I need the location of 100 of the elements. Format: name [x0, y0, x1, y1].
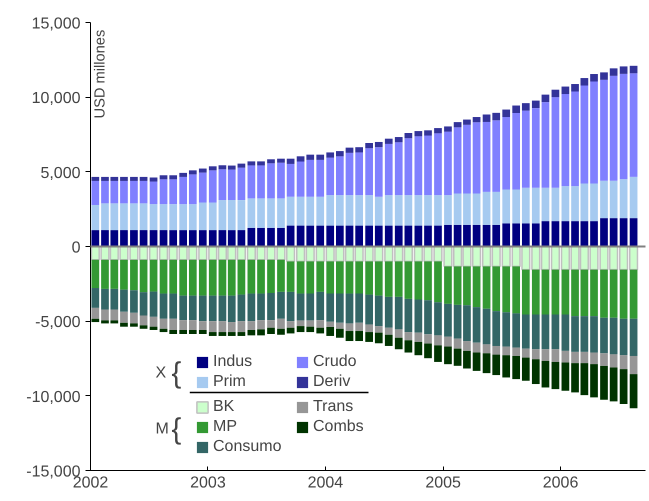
- bar: [512, 348, 520, 356]
- legend-label: BK: [213, 398, 236, 416]
- bar: [346, 226, 354, 246]
- bar: [492, 224, 500, 246]
- bar: [610, 218, 618, 246]
- bar: [286, 158, 294, 164]
- bar: [296, 162, 304, 197]
- bar: [522, 188, 530, 224]
- bar: [257, 228, 265, 246]
- bar: [590, 364, 598, 398]
- bar: [169, 260, 178, 294]
- bar: [620, 318, 628, 356]
- bar: [179, 176, 188, 204]
- bar: [620, 369, 628, 404]
- bar: [630, 374, 638, 408]
- bar: [355, 147, 364, 152]
- bar: [248, 330, 256, 336]
- bar: [542, 360, 550, 388]
- bar: [502, 223, 510, 246]
- bar: [238, 200, 246, 230]
- bar: [257, 260, 265, 294]
- bar: [620, 179, 628, 218]
- bar: [492, 311, 500, 346]
- bar: [562, 362, 570, 391]
- bar: [552, 188, 560, 222]
- bar: [424, 300, 432, 334]
- annotation: M: [156, 420, 169, 438]
- bar: [355, 331, 364, 342]
- bar: [120, 230, 128, 246]
- bar: [620, 270, 628, 319]
- bar: [630, 318, 638, 356]
- bar: [316, 196, 324, 226]
- bar: [355, 195, 364, 226]
- bar: [414, 332, 422, 342]
- bar: [355, 261, 364, 294]
- bar: [346, 323, 354, 332]
- bar: [630, 73, 638, 177]
- bar: [434, 261, 442, 302]
- bar: [532, 223, 540, 246]
- bar: [326, 158, 334, 196]
- bar: [532, 108, 540, 188]
- bar: [336, 294, 344, 323]
- bar: [482, 266, 490, 309]
- bar: [424, 136, 432, 196]
- bar: [552, 270, 560, 314]
- bar: [326, 195, 334, 226]
- bar: [326, 226, 334, 246]
- bar: [562, 350, 570, 363]
- bar: [355, 322, 364, 332]
- bar: [532, 188, 540, 224]
- bar: [542, 188, 550, 222]
- bar: [522, 103, 530, 111]
- bar: [188, 230, 197, 246]
- bar: [336, 226, 344, 246]
- bar: [434, 133, 442, 196]
- legend-label: Combs: [313, 418, 365, 436]
- bar: [512, 313, 520, 348]
- bar: [482, 344, 490, 354]
- bar: [365, 261, 373, 295]
- bar: [434, 302, 442, 336]
- bar: [326, 294, 334, 322]
- bar: [522, 223, 530, 246]
- bar: [502, 355, 510, 378]
- bar: [482, 122, 490, 192]
- bar: [267, 198, 275, 228]
- y-tick-label: 5,000: [40, 164, 81, 182]
- bar: [277, 318, 285, 329]
- bar: [365, 294, 373, 324]
- bar: [374, 196, 383, 226]
- legend-label: Trans: [313, 398, 354, 416]
- bar: [620, 355, 628, 370]
- bar: [277, 162, 285, 198]
- bar: [277, 158, 285, 163]
- bar: [208, 321, 217, 332]
- bar: [160, 204, 168, 230]
- bar: [552, 314, 560, 350]
- bar: [238, 321, 246, 332]
- bar: [374, 296, 383, 326]
- x-tick-label: 2003: [190, 474, 226, 492]
- bar: [120, 322, 128, 327]
- bar: [512, 189, 520, 224]
- bar: [169, 179, 178, 204]
- bar: [150, 260, 158, 292]
- bar: [532, 100, 540, 108]
- bar: [394, 195, 403, 226]
- bar: [492, 192, 500, 225]
- bar: [522, 348, 530, 358]
- bar: [257, 294, 265, 320]
- y-tick-label: -10,000: [26, 388, 81, 406]
- legend-label: Prim: [213, 373, 247, 391]
- bar: [188, 204, 197, 230]
- bar: [120, 203, 128, 230]
- bar: [169, 204, 178, 230]
- bar: [424, 226, 432, 246]
- bar: [414, 195, 422, 226]
- bar: [296, 156, 304, 162]
- bar: [316, 292, 324, 320]
- bar: [188, 320, 197, 330]
- bar: [532, 349, 540, 360]
- bar: [600, 318, 608, 354]
